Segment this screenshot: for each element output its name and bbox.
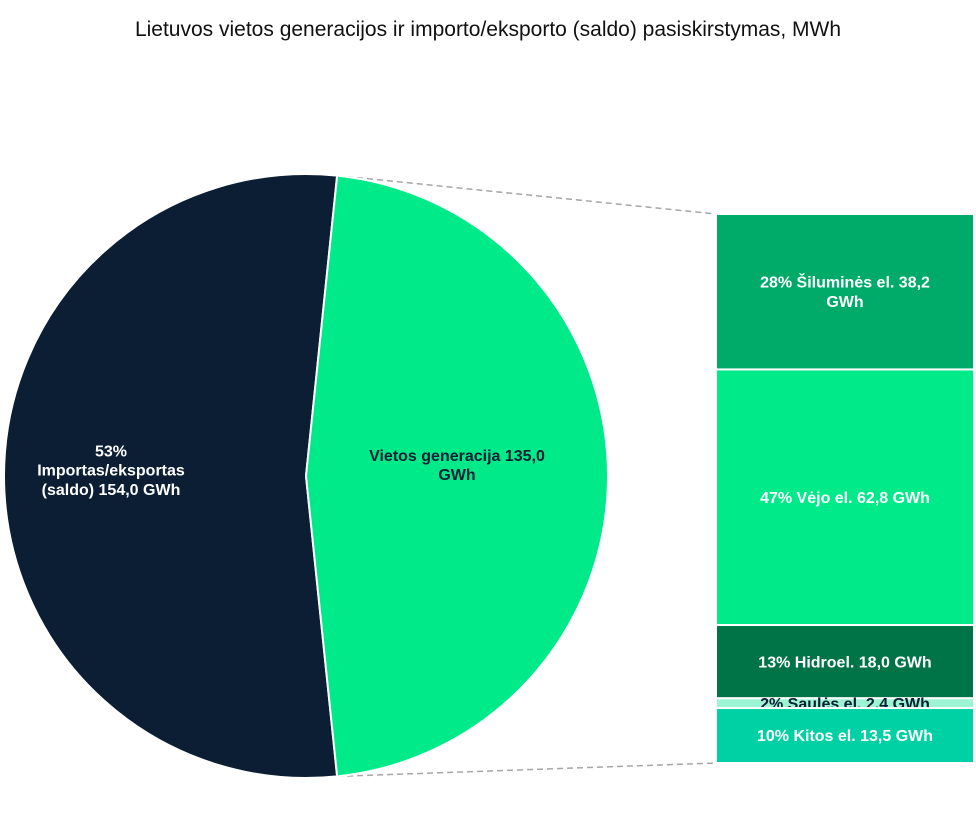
bar-segment-hidroel	[715, 624, 975, 700]
bar-segment-kitos	[715, 707, 975, 765]
pie-label-importas: 53% Importas/eksportas (saldo) 154,0 GWh	[37, 443, 185, 498]
pie-label-importas-line: (saldo) 154,0 GWh	[42, 482, 181, 499]
pie-label-vietos-generacija: Vietos generacija 135,0 GWh	[369, 448, 545, 484]
bar-segment-vejo	[715, 368, 975, 627]
bar-label-vejo-line: 47% Vėjo el. 62,8 GWh	[760, 490, 930, 507]
chart-title: Lietuvos vietos generacijos ir importo/e…	[134, 18, 842, 41]
bar-label-hidroel: 13% Hidroel. 18,0 GWh	[758, 654, 931, 671]
bar-label-kitos-line: 10% Kitos el. 13,5 GWh	[757, 728, 933, 745]
pie-label-vietos-generacija-line: Vietos generacija 135,0	[369, 448, 545, 465]
bar-segment-siluminės	[715, 213, 975, 371]
bar-label-siluminės: 28% Šiluminės el. 38,2 GWh	[760, 273, 930, 311]
bar-label-siluminės-line: GWh	[826, 294, 863, 311]
pie-label-vietos-generacija-line: GWh	[438, 467, 475, 484]
pie-label-importas-line: Importas/eksportas	[37, 463, 185, 480]
pie-slice-vietos-generacija	[304, 174, 609, 778]
bar-label-siluminės-line: 28% Šiluminės el. 38,2	[760, 273, 930, 292]
pie-label-importas-line: 53%	[95, 443, 127, 460]
bar-label-vejo: 47% Vėjo el. 62,8 GWh	[760, 490, 930, 507]
connector-line-top	[337, 174, 717, 215]
bar-label-hidroel-line: 13% Hidroel. 18,0 GWh	[758, 654, 931, 671]
connector-line-bottom	[337, 762, 717, 778]
pie-slice-importas	[2, 173, 339, 779]
bar-label-kitos: 10% Kitos el. 13,5 GWh	[757, 728, 933, 745]
